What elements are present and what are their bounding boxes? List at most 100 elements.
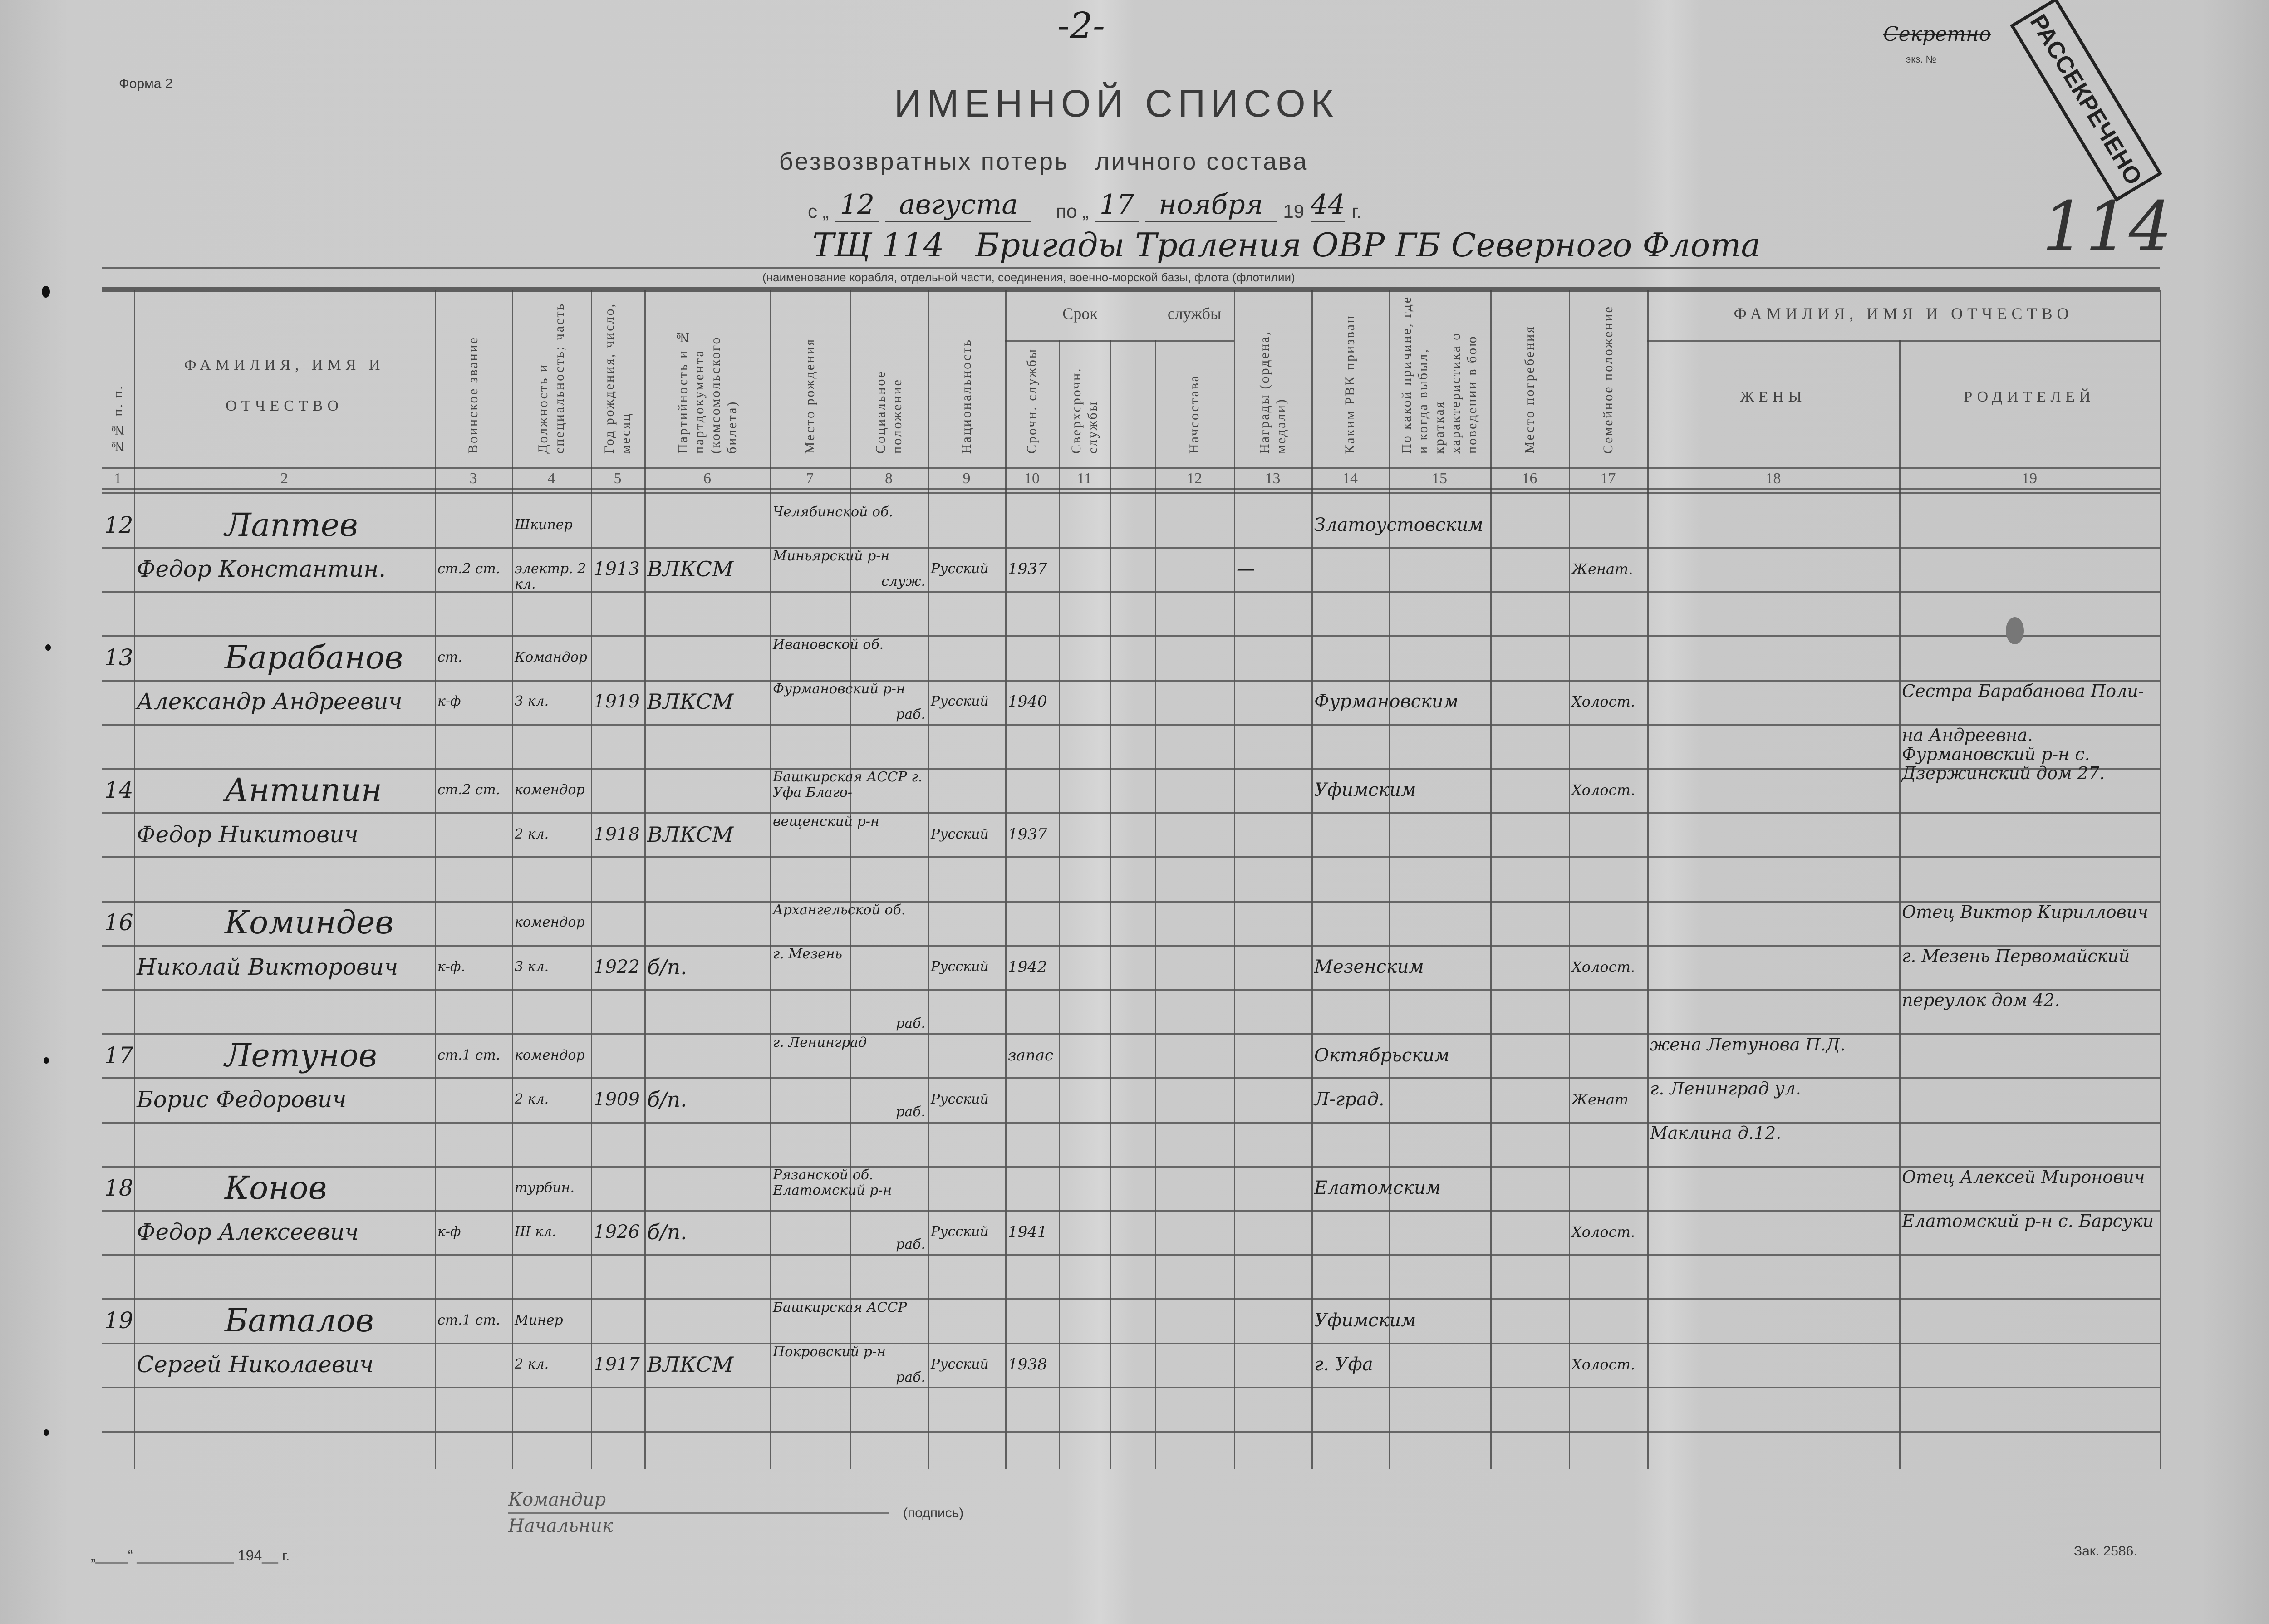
- header-cell-social: Социальное положение: [850, 290, 928, 463]
- entry-name: Федор Константин.: [137, 556, 386, 583]
- entry-name: Борис Федорович: [137, 1086, 347, 1113]
- entry-num: 12: [104, 511, 133, 538]
- commander-label: Командир: [508, 1489, 606, 1510]
- column-number-officer: 12: [1187, 470, 1202, 487]
- header-label-birthplace: Место рождения: [802, 338, 817, 454]
- row-line: [102, 591, 2160, 593]
- entry-position: комендор: [515, 914, 585, 931]
- row-line: [102, 945, 2160, 947]
- entry-birth_year: 1917: [594, 1354, 640, 1375]
- header-cell-party: Партийность и № партдокумента (комсомоль…: [644, 290, 770, 463]
- table-top-border: [102, 287, 2160, 292]
- header-label-position: Должность и специальность; часть: [535, 302, 567, 454]
- entry-birthplace: Миньярский р-н: [773, 548, 890, 564]
- entry-nationality: Русский: [931, 561, 989, 577]
- entry-service_regular: 1942: [1008, 957, 1047, 976]
- header-group-term: Срок: [1062, 304, 1098, 323]
- column-divider: [928, 290, 929, 1469]
- entry-num: 18: [104, 1174, 133, 1201]
- column-number-num: 1: [114, 470, 122, 487]
- row-line: [102, 856, 2160, 859]
- column-number-nationality: 9: [963, 470, 971, 487]
- punch-hole-mark: [44, 1429, 49, 1436]
- column-number-social: 8: [885, 470, 893, 487]
- column-divider: [1899, 340, 1901, 1469]
- header-cell-birth_year: Год рождения, число, месяц: [591, 290, 644, 463]
- entry-service_regular: 1937: [1008, 825, 1047, 844]
- column-divider: [1110, 340, 1111, 1469]
- entry-birth_year: 1913: [594, 559, 640, 580]
- row-line: [102, 989, 2160, 991]
- row-line: [102, 1166, 2160, 1168]
- entry-service_regular: запас: [1008, 1046, 1054, 1065]
- entry-family: Женат.: [1572, 560, 1633, 578]
- entry-rvk: Златоустовским: [1314, 514, 1483, 535]
- row-line: [102, 1298, 2160, 1300]
- entry-rank: ст.: [437, 649, 462, 665]
- entry-position: Командор: [515, 649, 588, 665]
- row-line: [102, 1033, 2160, 1035]
- entry-wife: г. Ленинград ул.: [1650, 1079, 1801, 1099]
- relatives-group-line: [1647, 340, 2160, 342]
- entry-birthplace: г. Ленинград: [773, 1034, 867, 1050]
- column-number-position: 4: [547, 470, 555, 487]
- row-line: [102, 635, 2160, 638]
- column-divider: [435, 290, 436, 1469]
- unit-underline: [102, 267, 2160, 269]
- number-row-line: [102, 488, 2160, 490]
- entry-family: Холост.: [1572, 958, 1635, 976]
- column-number-birthplace: 7: [806, 470, 814, 487]
- column-number-rvk: 14: [1342, 470, 1358, 487]
- header-label-service_extra: Сверхсрочн. службы: [1068, 367, 1100, 454]
- entry-position: турбин.: [515, 1179, 575, 1196]
- column-divider: [644, 290, 646, 1469]
- entry-social: раб.: [896, 1104, 925, 1120]
- header-label-service_regular: Срочн. службы: [1024, 348, 1039, 454]
- entry-family: Женат: [1572, 1090, 1629, 1108]
- column-divider: [1311, 290, 1313, 1469]
- period-from-day: 12: [835, 189, 879, 222]
- row-line: [102, 1431, 2160, 1433]
- header-name: ФАМИЛИЯ, ИМЯ И ОТЧЕСТВО: [184, 357, 385, 414]
- entry-service_regular: 1938: [1008, 1355, 1047, 1374]
- entry-service_regular: 1940: [1008, 692, 1047, 711]
- unit-caption: (наименование корабля, отдельной части, …: [762, 270, 1295, 284]
- entry-parents: Елатомский р-н с. Барсуки: [1902, 1211, 2154, 1231]
- period-line: с „ 12 августа по „ 17 ноября 19 44 г.: [808, 182, 1361, 222]
- row-line: [102, 724, 2160, 726]
- header-label-nationality: Национальность: [959, 338, 974, 454]
- entry-awards: —: [1237, 559, 1255, 580]
- row-line: [102, 547, 2160, 549]
- header-cell-rank: Воинское звание: [435, 290, 512, 463]
- entry-birth_year: 1922: [594, 956, 640, 977]
- header-wife: ЖЕНЫ: [1740, 388, 1807, 405]
- column-number-reason: 15: [1432, 470, 1447, 487]
- punch-hole-mark: [44, 1057, 49, 1064]
- entry-family: Холост.: [1572, 1356, 1635, 1374]
- period-year: 44: [1311, 189, 1346, 222]
- entry-party: б/п.: [647, 1220, 687, 1245]
- entry-rank: к-ф.: [437, 958, 466, 975]
- entry-party: ВЛКСМ: [647, 689, 734, 714]
- header-cell-num: №№ п. п.: [102, 290, 134, 463]
- column-divider: [1389, 290, 1390, 1469]
- header-group-service: службы: [1167, 304, 1222, 323]
- secret-label: Секретно: [1883, 23, 1991, 46]
- entry-nationality: Русский: [931, 826, 989, 842]
- entry-service_regular: 1937: [1008, 560, 1047, 579]
- column-divider: [1234, 290, 1235, 1469]
- header-label-rank: Воинское звание: [466, 336, 481, 454]
- entry-name: Коминдев: [225, 904, 394, 942]
- entry-rvk: Мезенским: [1314, 956, 1424, 977]
- row-line: [102, 1121, 2160, 1124]
- entry-rank: к-ф: [437, 1224, 461, 1240]
- chief-label: Начальник: [508, 1516, 613, 1536]
- entry-party: б/п.: [647, 954, 687, 979]
- entry-num: 16: [104, 909, 133, 936]
- entry-rvk: Уфимским: [1314, 1310, 1416, 1331]
- entry-num: 14: [104, 777, 133, 804]
- ink-spot: [2006, 617, 2024, 644]
- entry-rank: ст.2 ст.: [437, 561, 501, 577]
- entry-parents: Сестра Барабанова Поли-: [1902, 681, 2144, 701]
- entry-social: служ.: [881, 574, 925, 590]
